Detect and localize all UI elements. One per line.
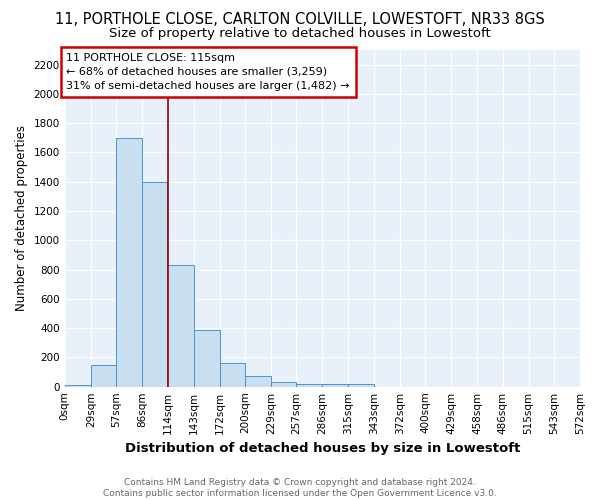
Bar — [193, 330, 220, 386]
Bar — [322, 384, 349, 386]
Text: 11 PORTHOLE CLOSE: 115sqm
← 68% of detached houses are smaller (3,259)
31% of se: 11 PORTHOLE CLOSE: 115sqm ← 68% of detac… — [67, 53, 350, 91]
Bar — [167, 265, 193, 386]
Text: Contains HM Land Registry data © Crown copyright and database right 2024.
Contai: Contains HM Land Registry data © Crown c… — [103, 478, 497, 498]
Text: 11, PORTHOLE CLOSE, CARLTON COLVILLE, LOWESTOFT, NR33 8GS: 11, PORTHOLE CLOSE, CARLTON COLVILLE, LO… — [55, 12, 545, 28]
Text: Size of property relative to detached houses in Lowestoft: Size of property relative to detached ho… — [109, 28, 491, 40]
Bar — [349, 384, 374, 386]
Bar — [296, 384, 322, 386]
Bar — [142, 182, 167, 386]
Bar — [271, 382, 296, 386]
Bar — [91, 364, 116, 386]
Bar — [116, 138, 142, 386]
Y-axis label: Number of detached properties: Number of detached properties — [15, 126, 28, 312]
Bar — [65, 385, 91, 386]
Bar — [245, 376, 271, 386]
Bar — [220, 364, 245, 386]
X-axis label: Distribution of detached houses by size in Lowestoft: Distribution of detached houses by size … — [125, 442, 520, 455]
